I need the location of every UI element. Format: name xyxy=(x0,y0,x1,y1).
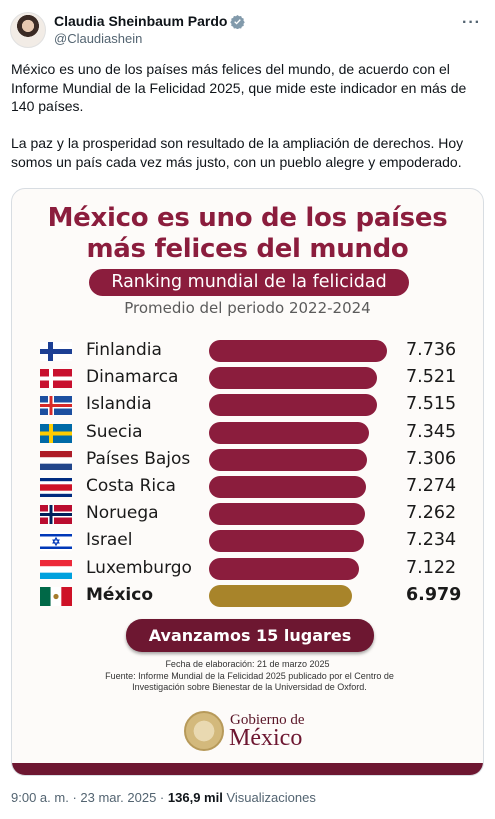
infographic-headline: México es uno de los países más felices … xyxy=(12,203,483,265)
ranking-row: Dinamarca 7.521 xyxy=(12,364,483,391)
bar xyxy=(209,503,365,526)
flag-sweden-icon xyxy=(40,423,72,443)
ranking-row: Islandia 7.515 xyxy=(12,391,483,418)
bar xyxy=(209,557,359,580)
value-label: 7.345 xyxy=(406,421,457,442)
tweet-time[interactable]: 9:00 a. m. xyxy=(11,790,69,805)
period-subtitle: Promedio del periodo 2022-2024 xyxy=(124,299,371,317)
country-label: Luxemburgo xyxy=(86,557,192,578)
meta-separator-2: · xyxy=(159,790,165,805)
country-label: Países Bajos xyxy=(86,448,191,469)
flag-netherlands-icon xyxy=(40,450,72,470)
more-options-icon[interactable]: ··· xyxy=(462,14,481,31)
tweet-meta: 9:00 a. m. · 23 mar. 2025 · 136,9 mil Vi… xyxy=(11,790,316,805)
country-label: Finlandia xyxy=(86,340,162,360)
views-label: Visualizaciones xyxy=(226,790,316,805)
country-label: Costa Rica xyxy=(86,476,176,496)
author-handle[interactable]: @Claudiashein xyxy=(54,31,143,46)
ranking-row: Noruega 7.262 xyxy=(12,500,483,527)
meta-separator: · xyxy=(72,790,77,805)
headline-line-1: México es uno de los países xyxy=(47,203,448,233)
gob-line-1: Gobierno de xyxy=(230,712,305,728)
tweet-header: Claudia Sheinbaum Pardo @Claudiashein ··… xyxy=(10,10,485,50)
advance-banner: Avanzamos 15 lugares xyxy=(126,619,374,652)
value-label: 7.234 xyxy=(406,530,457,551)
flag-norway-icon xyxy=(40,505,72,525)
gobierno-logo: Gobierno de México xyxy=(184,709,324,755)
tweet-paragraph-1: México es uno de los países más felices … xyxy=(11,61,467,114)
seal-icon xyxy=(184,711,224,751)
value-label: 7.515 xyxy=(406,394,457,415)
tweet-text: México es uno de los países más felices … xyxy=(11,60,483,190)
gob-line-2: México xyxy=(229,725,303,751)
bar xyxy=(209,584,352,607)
card-footer-band xyxy=(12,763,483,775)
ranking-row: Israel 7.234 xyxy=(12,527,483,554)
views-count: 136,9 mil xyxy=(167,790,223,805)
country-label: Islandia xyxy=(86,394,152,415)
fuente-note: Fuente: Informe Mundial de la Felicidad … xyxy=(105,671,394,692)
country-label: Dinamarca xyxy=(86,367,179,388)
country-label: Israel xyxy=(86,530,133,551)
bar xyxy=(209,394,377,417)
tweet-paragraph-2: La paz y la prosperidad son resultado de… xyxy=(11,135,464,170)
bar xyxy=(209,448,367,471)
ranking-row: Países Bajos 7.306 xyxy=(12,446,483,473)
value-label: 7.122 xyxy=(406,557,457,578)
country-label: Suecia xyxy=(86,421,143,442)
headline-line-2: más felices del mundo xyxy=(86,234,409,264)
ranking-row: Finlandia 7.736 xyxy=(12,337,483,364)
value-label: 7.736 xyxy=(406,340,457,360)
verified-badge-icon xyxy=(230,14,246,29)
bar xyxy=(209,340,387,362)
ranking-row: Luxemburgo 7.122 xyxy=(12,555,483,582)
country-label: México xyxy=(86,584,153,605)
flag-finland-icon xyxy=(40,342,72,361)
flag-denmark-icon xyxy=(40,369,72,389)
value-label: 7.306 xyxy=(406,448,457,469)
value-label: 7.521 xyxy=(406,367,457,388)
ranking-row: México 6.979 xyxy=(12,582,483,609)
avatar[interactable] xyxy=(10,12,46,48)
bar xyxy=(209,421,369,444)
flag-costa-rica-icon xyxy=(40,478,72,497)
ranking-row: Costa Rica 7.274 xyxy=(12,473,483,500)
bar xyxy=(209,530,364,553)
value-label: 7.274 xyxy=(406,476,457,496)
flag-luxembourg-icon xyxy=(40,559,72,579)
flag-mexico-icon xyxy=(40,586,72,606)
name-row: Claudia Sheinbaum Pardo xyxy=(54,13,246,29)
country-label: Noruega xyxy=(86,503,159,524)
bar xyxy=(209,476,366,498)
ranking-row: Suecia 7.345 xyxy=(12,419,483,446)
tweet-date[interactable]: 23 mar. 2025 xyxy=(80,790,157,805)
fecha-note: Fecha de elaboración: 21 de marzo 2025 xyxy=(165,659,330,669)
author-name[interactable]: Claudia Sheinbaum Pardo xyxy=(54,13,228,29)
bar xyxy=(209,367,377,390)
tweet-media-image[interactable]: México es uno de los países más felices … xyxy=(11,188,484,776)
value-label: 7.262 xyxy=(406,503,457,524)
flag-israel-icon xyxy=(40,532,72,552)
flag-iceland-icon xyxy=(40,396,72,416)
value-label: 6.979 xyxy=(406,584,462,605)
ranking-pill: Ranking mundial de la felicidad xyxy=(89,269,409,296)
